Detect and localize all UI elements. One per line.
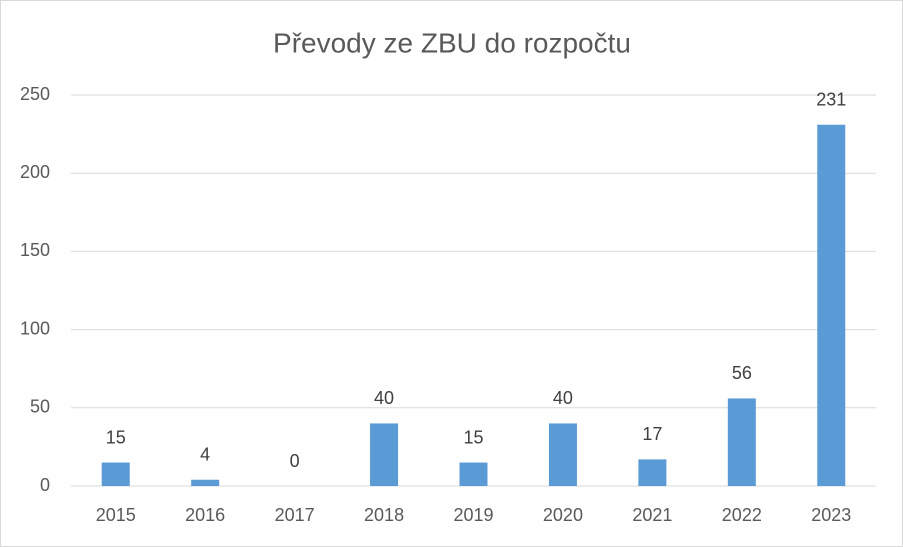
y-tick-label: 100	[20, 318, 50, 338]
data-label: 15	[463, 427, 483, 447]
data-label: 0	[290, 451, 300, 471]
x-tick-label: 2019	[453, 505, 493, 525]
x-tick-label: 2016	[185, 505, 225, 525]
data-label: 231	[816, 89, 846, 109]
y-tick-label: 150	[20, 240, 50, 260]
data-label: 56	[732, 363, 752, 383]
y-tick-label: 0	[40, 475, 50, 495]
x-tick-label: 2020	[543, 505, 583, 525]
y-tick-label: 250	[20, 84, 50, 104]
data-label: 4	[200, 444, 210, 464]
x-tick-label: 2018	[364, 505, 404, 525]
x-tick-label: 2015	[96, 505, 136, 525]
y-tick-label: 200	[20, 162, 50, 182]
x-tick-label: 2021	[632, 505, 672, 525]
data-label: 17	[642, 424, 662, 444]
bar	[191, 479, 220, 486]
bar	[101, 462, 130, 486]
x-tick-label: 2022	[722, 505, 762, 525]
bar	[817, 124, 846, 486]
bar	[548, 423, 577, 486]
bar	[638, 459, 667, 486]
data-label: 15	[106, 427, 126, 447]
y-tick-label: 50	[30, 397, 50, 417]
x-tick-label: 2017	[275, 505, 315, 525]
data-label: 40	[374, 388, 394, 408]
data-label: 40	[553, 388, 573, 408]
bar	[459, 462, 488, 486]
x-tick-label: 2023	[811, 505, 851, 525]
chart-title: Převody ze ZBU do rozpočtu	[273, 27, 631, 58]
bar	[727, 398, 756, 486]
bar	[370, 423, 399, 486]
